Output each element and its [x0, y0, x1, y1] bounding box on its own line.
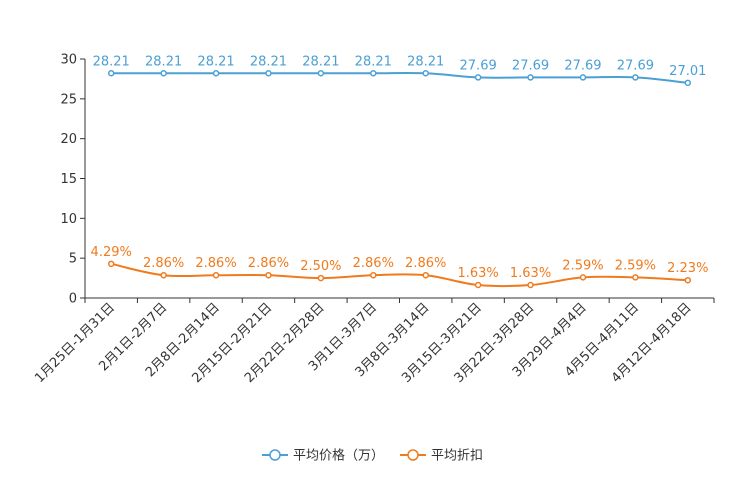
data-label: 1.63%	[510, 266, 551, 281]
series-line	[111, 71, 688, 84]
data-label: 2.86%	[143, 256, 184, 271]
data-point[interactable]	[632, 74, 639, 81]
data-label: 27.69	[564, 58, 601, 73]
legend[interactable]: 平均价格（万） 平均折扣	[262, 448, 483, 464]
y-tick-label: 30	[60, 53, 77, 68]
data-point[interactable]	[160, 70, 167, 77]
data-point[interactable]	[579, 74, 587, 81]
data-point[interactable]	[107, 260, 115, 268]
data-point[interactable]	[107, 70, 115, 77]
y-tick-label: 20	[60, 132, 77, 147]
data-point[interactable]	[317, 274, 325, 282]
y-tick-label: 25	[60, 92, 77, 107]
series-average-price: 28.21 28.21 28.21 28.21 28.21 28.21 28.21 27.69…	[93, 54, 706, 87]
data-label: 28.21	[250, 54, 287, 69]
y-tick-label: 5	[69, 252, 77, 267]
y-tick-label: 0	[69, 292, 77, 307]
data-point[interactable]	[474, 281, 482, 289]
data-label: 27.01	[669, 64, 706, 79]
data-point[interactable]	[527, 281, 534, 289]
data-label: 2.86%	[353, 256, 394, 271]
data-point[interactable]	[212, 70, 220, 77]
y-tick-label: 10	[60, 212, 77, 227]
data-point[interactable]	[527, 74, 534, 81]
data-label: 1.63%	[457, 266, 498, 281]
axes: 0510152025301月25日-1月31日2月1日-2月7日2月8日-2月1…	[32, 53, 715, 386]
data-point[interactable]	[422, 271, 429, 279]
data-label: 2.59%	[615, 258, 656, 273]
data-point[interactable]	[579, 274, 587, 281]
y-tick-label: 15	[60, 172, 77, 187]
data-label: 27.69	[617, 58, 654, 73]
data-label: 2.59%	[562, 258, 603, 273]
legend-marker-icon	[269, 449, 281, 461]
legend-label: 平均折扣	[431, 449, 483, 464]
data-point[interactable]	[212, 271, 220, 279]
data-label: 2.23%	[667, 261, 708, 276]
data-label: 27.69	[460, 58, 497, 73]
data-point[interactable]	[160, 271, 167, 279]
data-label: 27.69	[512, 58, 549, 73]
legend-label: 平均价格（万）	[293, 448, 384, 464]
data-label: 28.21	[93, 54, 130, 69]
data-point[interactable]	[684, 276, 692, 284]
data-point[interactable]	[684, 79, 692, 87]
data-point[interactable]	[422, 70, 429, 77]
data-point[interactable]	[265, 70, 272, 77]
series-average-discount: 4.29% 2.86% 2.86% 2.86% 2.50% 2.86% 2.86% 1.63%…	[91, 245, 708, 289]
data-point[interactable]	[265, 271, 272, 279]
data-label: 28.21	[407, 54, 444, 69]
series-line	[110, 262, 688, 288]
series-layer: 28.21 28.21 28.21 28.21 28.21 28.21 28.21 27.69…	[91, 54, 708, 289]
data-label: 2.86%	[248, 256, 289, 271]
data-point[interactable]	[632, 274, 639, 281]
data-label: 28.21	[197, 54, 234, 69]
data-label: 28.21	[302, 54, 339, 69]
data-point[interactable]	[317, 70, 325, 77]
data-label: 28.21	[145, 54, 182, 69]
data-point[interactable]	[474, 74, 482, 81]
data-label: 2.86%	[195, 256, 236, 271]
data-label: 2.50%	[300, 259, 341, 274]
data-label: 4.29%	[91, 245, 132, 260]
data-point[interactable]	[370, 271, 377, 279]
data-point[interactable]	[370, 70, 377, 77]
legend-item-average-price[interactable]: 平均价格（万）	[262, 448, 384, 464]
data-label: 2.86%	[405, 256, 446, 271]
legend-marker-icon	[407, 449, 419, 461]
data-label: 28.21	[355, 54, 392, 69]
legend-item-average-discount[interactable]: 平均折扣	[400, 449, 483, 464]
